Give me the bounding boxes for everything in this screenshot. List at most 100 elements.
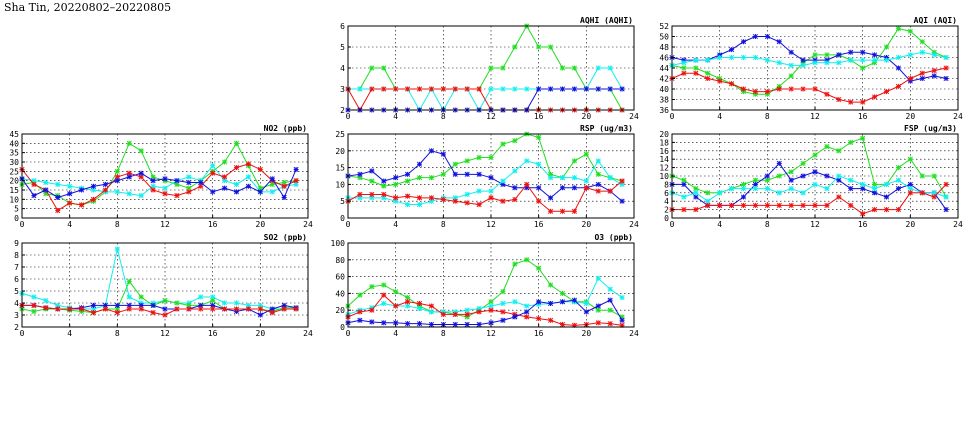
data-point [198, 179, 204, 186]
data-point [174, 300, 180, 306]
data-point [740, 194, 747, 200]
data-point [619, 86, 625, 92]
data-point [919, 173, 925, 179]
data-point [488, 154, 494, 161]
y-tick-label: 12 [659, 164, 669, 173]
data-point [800, 57, 806, 63]
data-point [740, 181, 747, 187]
data-point [607, 307, 613, 313]
data-point [186, 306, 192, 312]
data-point [705, 198, 711, 204]
data-point [548, 208, 554, 214]
data-point [681, 60, 687, 66]
chart-title: SO2 (ppb) [264, 233, 307, 242]
data-point [717, 78, 723, 84]
data-point [150, 178, 156, 184]
data-point [162, 185, 168, 191]
data-point [102, 306, 108, 312]
rsp-chart: 0 4 8 12 16 20 24 0 5 10 15 20 25 RSP (ug/m3) [335, 124, 639, 229]
x-tick-label: 0 [670, 220, 675, 229]
data-point [416, 321, 423, 327]
data-point [836, 96, 842, 103]
data-point [416, 161, 423, 167]
data-point [729, 202, 735, 208]
data-point [872, 186, 878, 192]
data-point [126, 140, 132, 146]
data-point [943, 207, 949, 213]
data-point [257, 306, 263, 312]
y-tick-label: 40 [659, 85, 669, 94]
data-point [512, 168, 518, 174]
data-point [559, 185, 566, 191]
data-point [595, 307, 601, 313]
x-tick-label: 0 [20, 329, 25, 338]
data-point [222, 185, 228, 191]
data-point [895, 186, 901, 192]
x-tick-label: 16 [208, 220, 218, 229]
data-point [452, 161, 458, 167]
data-point [607, 321, 613, 327]
data-point [186, 189, 192, 195]
y-tick-label: 100 [331, 239, 346, 248]
x-tick-label: 4 [393, 329, 398, 338]
y-tick-label: 80 [335, 256, 345, 265]
data-point [488, 86, 494, 92]
data-point [90, 183, 97, 189]
data-point [883, 181, 890, 187]
data-point [548, 44, 554, 50]
data-point [393, 195, 399, 201]
y-tick-label: 4 [340, 64, 345, 73]
chart-title: FSP (ug/m3) [904, 124, 957, 133]
data-point [571, 185, 577, 191]
data-point [428, 86, 434, 92]
data-point [907, 28, 913, 34]
data-point [824, 60, 830, 66]
data-point [693, 186, 699, 192]
data-point [583, 300, 589, 307]
data-point [583, 86, 589, 92]
y-tick-label: 8 [664, 180, 669, 189]
data-point [548, 300, 554, 307]
data-point [222, 306, 228, 312]
y-tick-label: 0 [340, 323, 345, 332]
data-point [55, 207, 61, 214]
data-point [293, 306, 299, 312]
data-point [895, 165, 901, 171]
data-point [464, 307, 470, 313]
series-line-red [671, 67, 947, 103]
data-point [872, 57, 878, 63]
data-point [452, 86, 458, 92]
data-point [788, 202, 794, 208]
data-point [595, 171, 601, 177]
series-line-green [347, 259, 623, 318]
data-point [464, 191, 470, 198]
data-point [812, 152, 818, 158]
data-point [43, 298, 49, 304]
data-point [31, 302, 37, 308]
data-point [488, 307, 494, 313]
data-point [476, 309, 482, 315]
data-point [548, 175, 554, 181]
data-point [524, 309, 530, 315]
data-point [860, 186, 866, 192]
y-tick-label: 20 [9, 177, 19, 186]
data-point [369, 168, 375, 174]
data-point [943, 65, 949, 71]
data-point [764, 33, 770, 40]
y-tick-label: 2 [664, 206, 669, 215]
data-point [31, 308, 37, 314]
data-point [824, 202, 830, 208]
data-point [931, 52, 937, 58]
data-point [607, 86, 613, 92]
data-point [162, 191, 168, 197]
data-point [500, 309, 506, 315]
y-tick-label: 6 [14, 275, 19, 284]
data-point [571, 158, 577, 164]
data-point [222, 300, 228, 306]
data-point [393, 181, 399, 187]
data-point [571, 86, 577, 92]
y-tick-label: 50 [659, 33, 669, 42]
data-point [500, 178, 506, 184]
data-point [55, 194, 61, 201]
